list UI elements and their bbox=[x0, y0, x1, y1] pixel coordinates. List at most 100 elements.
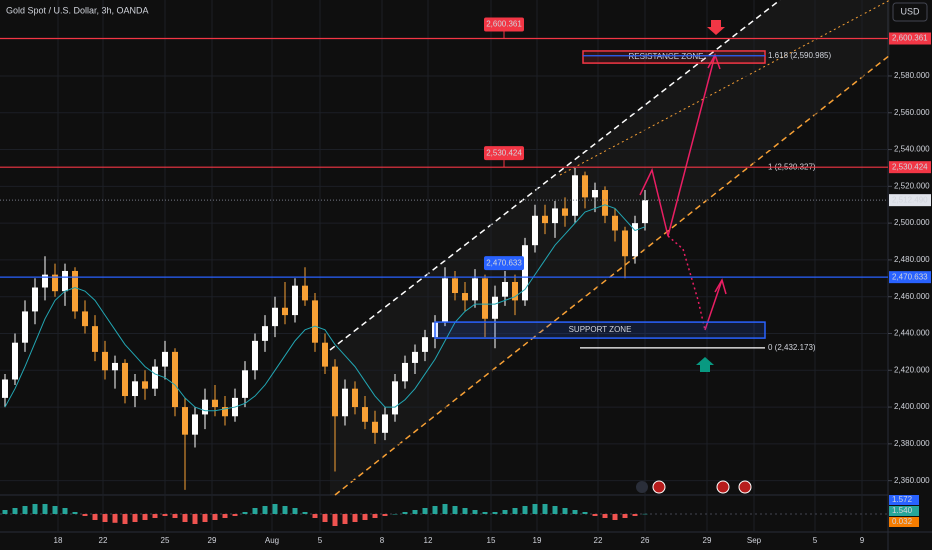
macd-bar bbox=[422, 508, 428, 514]
macd-bar bbox=[452, 506, 458, 514]
candle-body bbox=[592, 190, 598, 198]
candle-body bbox=[212, 399, 218, 408]
axis-badge bbox=[889, 161, 931, 174]
event-icon[interactable] bbox=[738, 480, 752, 494]
x-tick-label: 22 bbox=[99, 536, 108, 545]
candle-body bbox=[292, 285, 298, 316]
x-tick-label: 19 bbox=[533, 536, 542, 545]
macd-bar bbox=[12, 508, 18, 514]
candle-body bbox=[342, 388, 348, 417]
macd-bar bbox=[522, 506, 528, 514]
x-tick-label: 15 bbox=[487, 536, 496, 545]
candle-body bbox=[562, 208, 568, 216]
macd-bar bbox=[322, 514, 328, 522]
level-badge bbox=[484, 256, 524, 271]
candle-body bbox=[522, 245, 528, 301]
macd-bar bbox=[632, 514, 638, 516]
macd-bar bbox=[412, 510, 418, 514]
macd-bar bbox=[172, 514, 178, 518]
macd-bar bbox=[562, 508, 568, 514]
event-icon[interactable] bbox=[652, 480, 666, 494]
macd-bar bbox=[202, 514, 208, 522]
macd-bar bbox=[352, 514, 358, 522]
currency-button[interactable] bbox=[892, 2, 928, 22]
macd-bar bbox=[432, 506, 438, 514]
fib-label: 1.618 (2,590.985) bbox=[768, 51, 831, 60]
zone-box bbox=[434, 321, 766, 339]
x-tick-label: 12 bbox=[424, 536, 433, 545]
candle-body bbox=[572, 175, 578, 216]
level-badge bbox=[484, 17, 524, 32]
macd-bar bbox=[92, 514, 98, 520]
chart-title: Gold Spot / U.S. Dollar, 3h, OANDA bbox=[6, 5, 149, 15]
candle-body bbox=[412, 351, 418, 363]
candle-body bbox=[242, 370, 248, 398]
macd-bar bbox=[512, 508, 518, 514]
macd-bar bbox=[642, 513, 648, 515]
axis-badge bbox=[889, 506, 919, 516]
y-tick-label: 2,580.000 bbox=[894, 71, 930, 80]
candle-body bbox=[52, 274, 58, 292]
axis-badge-label: 2,530.424 bbox=[892, 162, 928, 171]
candle-body bbox=[252, 340, 258, 371]
macd-bar bbox=[582, 512, 588, 514]
candle-body bbox=[552, 208, 558, 224]
axis-badge bbox=[889, 517, 919, 527]
candle-body bbox=[32, 287, 38, 312]
macd-readout: 1.572 bbox=[892, 495, 913, 504]
macd-bar bbox=[342, 514, 348, 524]
x-tick-label: 25 bbox=[161, 536, 170, 545]
macd-bar bbox=[382, 514, 388, 516]
macd-bar bbox=[42, 504, 48, 514]
macd-readout: 0.032 bbox=[892, 517, 913, 526]
macd-bar bbox=[462, 508, 468, 514]
candle-body bbox=[602, 190, 608, 216]
macd-bar bbox=[192, 514, 198, 524]
macd-bar bbox=[392, 514, 398, 515]
macd-bar bbox=[372, 514, 378, 518]
fib-label: 0 (2,432.173) bbox=[768, 343, 816, 352]
candle-body bbox=[362, 407, 368, 422]
macd-bar bbox=[592, 514, 598, 516]
macd-bar bbox=[502, 510, 508, 514]
candle-body bbox=[182, 407, 188, 435]
candle-body bbox=[582, 175, 588, 198]
candle-body bbox=[2, 379, 8, 398]
macd-bar bbox=[332, 514, 338, 526]
candle-body bbox=[332, 366, 338, 417]
axis-badge bbox=[889, 32, 931, 45]
macd-bar bbox=[62, 508, 68, 514]
macd-bar bbox=[142, 514, 148, 520]
x-tick-label: 18 bbox=[54, 536, 63, 545]
macd-bar bbox=[622, 514, 628, 518]
candle-body bbox=[472, 278, 478, 301]
level-badge-label: 2,470.633 bbox=[486, 258, 522, 267]
x-tick-label: 8 bbox=[380, 536, 385, 545]
candle-body bbox=[392, 381, 398, 415]
macd-bar bbox=[162, 514, 168, 516]
macd-bar bbox=[442, 504, 448, 514]
macd-bar bbox=[262, 506, 268, 514]
x-tick-label: 29 bbox=[703, 536, 712, 545]
event-icon[interactable] bbox=[636, 481, 648, 493]
candle-body bbox=[102, 351, 108, 371]
candle-body bbox=[322, 342, 328, 367]
candle-body bbox=[372, 421, 378, 433]
macd-bar bbox=[222, 514, 228, 518]
candle-body bbox=[202, 399, 208, 415]
candle-body bbox=[62, 270, 68, 292]
candle-body bbox=[22, 311, 28, 343]
macd-bar bbox=[312, 514, 318, 518]
candle-body bbox=[82, 311, 88, 327]
macd-bar bbox=[122, 514, 128, 524]
channel-mid bbox=[559, 0, 891, 176]
up-arrow-icon bbox=[696, 357, 714, 372]
x-tick-label: 5 bbox=[813, 536, 818, 545]
y-tick-label: 2,400.000 bbox=[894, 402, 930, 411]
candle-body bbox=[222, 407, 228, 417]
candle-body bbox=[632, 223, 638, 257]
macd-bar bbox=[472, 510, 478, 514]
x-tick-label: 29 bbox=[208, 536, 217, 545]
event-icon[interactable] bbox=[716, 480, 730, 494]
